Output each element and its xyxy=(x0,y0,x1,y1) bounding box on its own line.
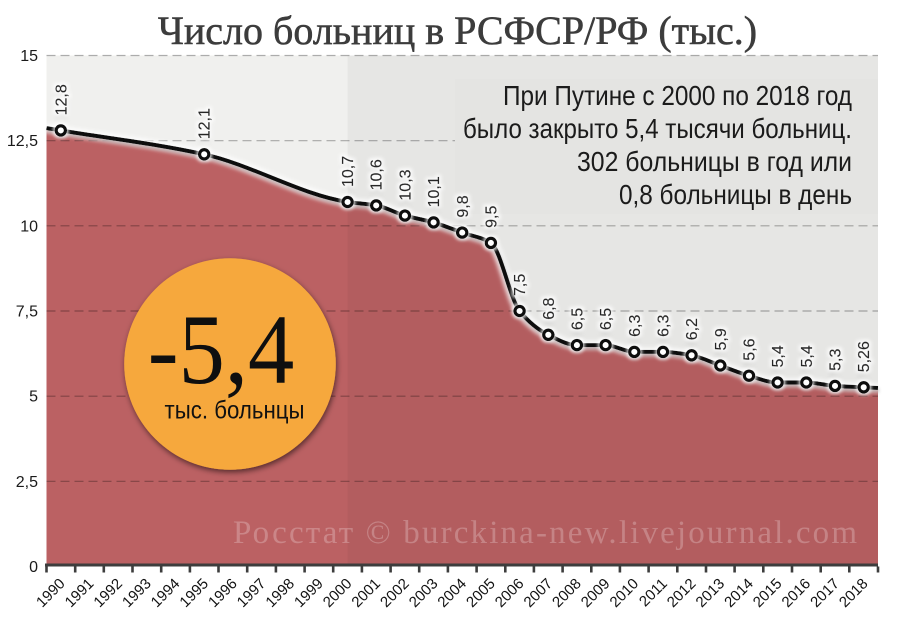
svg-text:6,2: 6,2 xyxy=(684,318,701,340)
svg-text:5,9: 5,9 xyxy=(713,328,730,350)
svg-text:10,3: 10,3 xyxy=(397,169,414,200)
svg-text:6,3: 6,3 xyxy=(656,315,673,337)
svg-text:6,5: 6,5 xyxy=(569,308,586,330)
svg-text:15: 15 xyxy=(20,48,38,65)
svg-text:10: 10 xyxy=(20,218,38,235)
svg-text:было закрыто 5,4 тысячи больни: было закрыто 5,4 тысячи больниц. xyxy=(463,113,852,144)
svg-text:0: 0 xyxy=(29,559,38,576)
svg-text:6,5: 6,5 xyxy=(598,308,615,330)
svg-text:9,5: 9,5 xyxy=(483,206,500,228)
svg-text:-5,4: -5,4 xyxy=(148,294,294,405)
svg-text:2,5: 2,5 xyxy=(16,474,38,491)
svg-text:6,8: 6,8 xyxy=(541,297,558,319)
svg-text:12,5: 12,5 xyxy=(7,133,38,150)
svg-text:5: 5 xyxy=(29,389,38,406)
svg-text:7,5: 7,5 xyxy=(16,304,38,321)
svg-text:0,8 больницы в день: 0,8 больницы в день xyxy=(619,179,852,210)
svg-text:10,1: 10,1 xyxy=(426,176,443,207)
svg-text:12,1: 12,1 xyxy=(197,108,214,139)
svg-text:Росстат © burckina-new.livejou: Росстат © burckina-new.livejournal.com xyxy=(233,515,857,551)
svg-text:12,8: 12,8 xyxy=(53,84,70,115)
svg-text:7,5: 7,5 xyxy=(512,274,529,296)
svg-text:5,4: 5,4 xyxy=(770,345,787,367)
svg-text:При Путине с 2000 по 2018 год: При Путине с 2000 по 2018 год xyxy=(503,80,852,111)
svg-text:5,3: 5,3 xyxy=(828,349,845,371)
svg-text:5,6: 5,6 xyxy=(742,338,759,360)
svg-text:5,4: 5,4 xyxy=(799,345,816,367)
svg-text:тыс. больнцы: тыс. больнцы xyxy=(165,397,305,425)
svg-text:10,6: 10,6 xyxy=(369,159,386,190)
svg-text:6,3: 6,3 xyxy=(627,315,644,337)
svg-text:5,26: 5,26 xyxy=(856,341,873,372)
svg-text:Число больниц в РСФСР/РФ (тыс.: Число больниц в РСФСР/РФ (тыс.) xyxy=(158,8,757,53)
svg-text:9,8: 9,8 xyxy=(455,195,472,217)
svg-text:302 больницы в год или: 302 больницы в год или xyxy=(577,146,852,177)
svg-text:10,7: 10,7 xyxy=(340,156,357,187)
